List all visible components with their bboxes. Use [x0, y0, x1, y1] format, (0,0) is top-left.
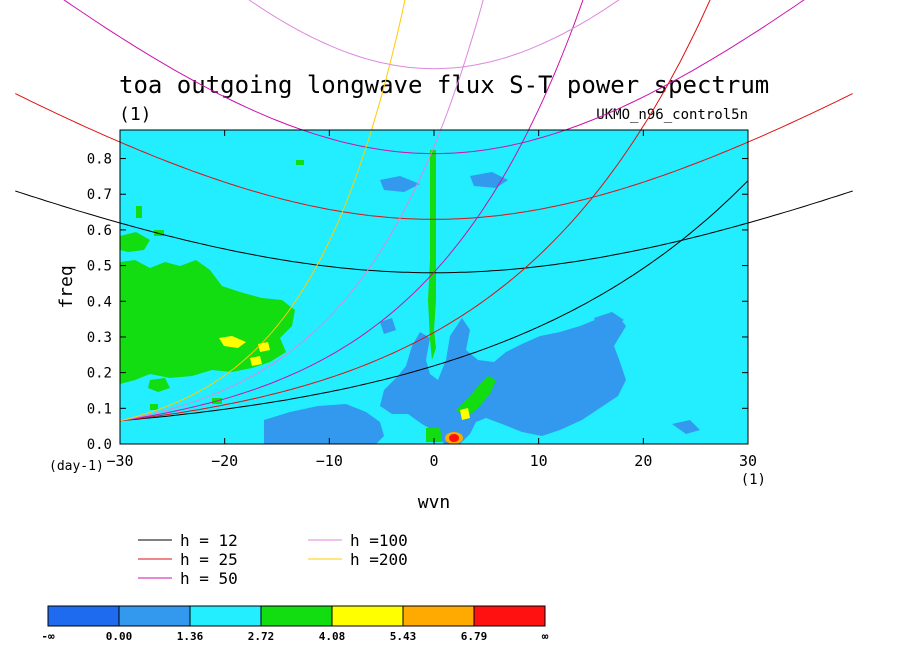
contour-peak-red	[449, 434, 459, 442]
y-tick-label: 0.1	[87, 401, 112, 417]
x-tick-label: 20	[634, 452, 652, 470]
chart-subtitle-left: (1)	[119, 104, 152, 125]
colorbar-box	[47, 605, 120, 627]
dispersion-curves	[15, 0, 853, 422]
contour-region-green-west-3	[148, 378, 170, 392]
contour-region-green-west-2	[120, 232, 150, 252]
contour-region-green-streak	[428, 150, 436, 360]
x-tick-label: −30	[106, 452, 133, 470]
colorbar-box	[402, 605, 475, 627]
colorbar-box	[473, 605, 546, 627]
chart-subtitle-right: UKMO_n96_control5n	[596, 107, 748, 123]
colorbar-label: 1.36	[177, 630, 204, 643]
contour-region-green-base	[426, 428, 442, 442]
chart-title: toa outgoing longwave flux S-T power spe…	[119, 71, 769, 99]
x-axis-unit: (1)	[741, 472, 766, 488]
contour-region-yellow-3	[250, 356, 262, 366]
colorbar-label: -∞	[41, 630, 55, 643]
colorbar-label: 2.72	[248, 630, 275, 643]
ig-curve-25	[15, 93, 853, 220]
mrg-curve-200	[119, 0, 406, 422]
y-tick-label: 0.4	[87, 294, 112, 310]
mrg-curve-12	[119, 180, 749, 422]
legend-label: h =100	[350, 531, 408, 550]
y-tick-label: 0.6	[87, 223, 112, 239]
colorbar-label: 6.79	[461, 630, 488, 643]
x-axis-label: wvn	[418, 492, 451, 513]
x-tick-label: 10	[530, 452, 548, 470]
colorbar-box	[118, 605, 191, 627]
contour-region-blue-east	[380, 316, 626, 444]
ig-curve-100	[248, 0, 620, 70]
colorbar-box	[260, 605, 333, 627]
x-tick-label: 0	[429, 452, 438, 470]
colorbar-box	[189, 605, 262, 627]
x-tick-label: −10	[316, 452, 343, 470]
legend-label: h = 50	[180, 569, 238, 588]
green-patch	[296, 160, 304, 165]
x-tick-label: 30	[739, 452, 757, 470]
contour-region-blue-center	[264, 404, 384, 444]
contour-region-blue-right	[594, 312, 624, 328]
contour-region-blue-top	[380, 176, 420, 192]
legend-label: h = 12	[180, 531, 238, 550]
green-patch	[150, 404, 158, 410]
y-tick-label: 0.0	[87, 437, 112, 453]
colorbar-label: 0.00	[106, 630, 133, 643]
legend-label: h = 25	[180, 550, 238, 569]
y-tick-label: 0.2	[87, 366, 112, 382]
contour-region-yellow-1	[219, 336, 246, 348]
green-patch	[136, 206, 142, 218]
mrg-curve-25	[119, 0, 711, 422]
ig-curve-50	[63, 0, 805, 155]
y-tick-label: 0.3	[87, 330, 112, 346]
mrg-curve-100	[119, 0, 484, 422]
y-tick-label: 0.7	[87, 187, 112, 203]
y-axis-ticks: 0.0 0.1 0.2 0.3 0.4 0.5 0.6 0.7 0.8	[87, 152, 748, 453]
y-axis-label: freq	[56, 265, 77, 308]
colorbar-label: ∞	[542, 630, 549, 643]
mrg-curve-50	[119, 0, 584, 422]
y-tick-label: 0.8	[87, 152, 112, 168]
green-patch	[154, 230, 164, 236]
colorbar-label: 5.43	[390, 630, 417, 643]
legend-label: h =200	[350, 550, 408, 569]
y-tick-label: 0.5	[87, 259, 112, 275]
contour-region-blue-right-2	[672, 420, 700, 434]
colorbar-label: 4.08	[319, 630, 346, 643]
contour-region-blue-mid	[380, 318, 396, 334]
contour-region-yellow-base	[460, 408, 470, 420]
y-axis-unit: (day-1)	[49, 459, 104, 474]
x-tick-label: −20	[211, 452, 238, 470]
colorbar: -∞ 0.00 1.36 2.72 4.08 5.43 6.79 ∞	[41, 605, 549, 643]
x-axis-ticks: −30 −20 −10 0 10 20 30	[106, 130, 757, 470]
colorbar-box	[331, 605, 404, 627]
contour-region-green-low	[456, 376, 496, 418]
